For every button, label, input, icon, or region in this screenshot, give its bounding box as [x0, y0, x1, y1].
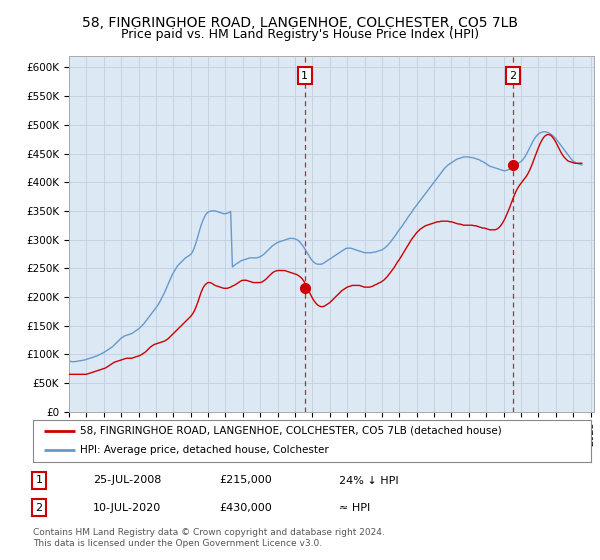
Text: 10-JUL-2020: 10-JUL-2020 — [93, 503, 161, 513]
Text: HPI: Average price, detached house, Colchester: HPI: Average price, detached house, Colc… — [80, 445, 329, 455]
Text: 58, FINGRINGHOE ROAD, LANGENHOE, COLCHESTER, CO5 7LB: 58, FINGRINGHOE ROAD, LANGENHOE, COLCHES… — [82, 16, 518, 30]
Text: ≈ HPI: ≈ HPI — [339, 503, 370, 513]
Text: 25-JUL-2008: 25-JUL-2008 — [93, 475, 161, 486]
Text: 2: 2 — [35, 503, 43, 513]
Text: 1: 1 — [35, 475, 43, 486]
Text: 1: 1 — [301, 71, 308, 81]
Text: Contains HM Land Registry data © Crown copyright and database right 2024.
This d: Contains HM Land Registry data © Crown c… — [33, 528, 385, 548]
Text: 2: 2 — [509, 71, 517, 81]
Text: £430,000: £430,000 — [219, 503, 272, 513]
Text: 58, FINGRINGHOE ROAD, LANGENHOE, COLCHESTER, CO5 7LB (detached house): 58, FINGRINGHOE ROAD, LANGENHOE, COLCHES… — [80, 426, 502, 436]
Text: Price paid vs. HM Land Registry's House Price Index (HPI): Price paid vs. HM Land Registry's House … — [121, 28, 479, 41]
Text: £215,000: £215,000 — [219, 475, 272, 486]
Text: 24% ↓ HPI: 24% ↓ HPI — [339, 475, 398, 486]
